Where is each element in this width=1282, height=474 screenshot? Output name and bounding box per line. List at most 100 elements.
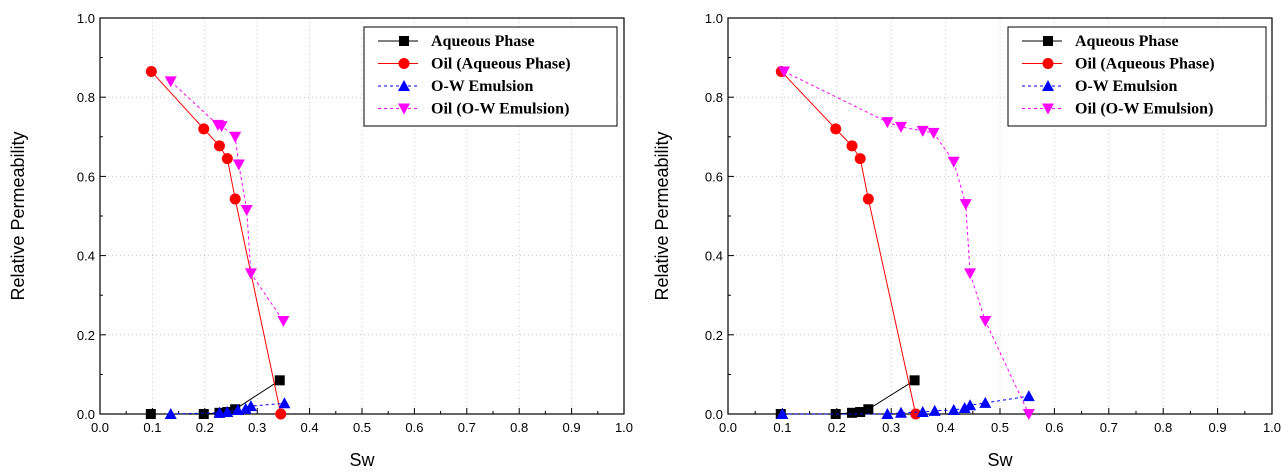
data-point <box>894 406 907 418</box>
data-point <box>947 156 960 168</box>
y-tick-label: 0.2 <box>77 328 95 343</box>
x-tick-label: 0.9 <box>1209 420 1227 435</box>
data-point <box>274 375 285 386</box>
series-line <box>150 71 282 415</box>
x-tick-label: 0.1 <box>143 420 161 435</box>
data-point <box>959 199 972 211</box>
data-point <box>278 397 291 409</box>
data-point <box>964 399 977 411</box>
legend-marker <box>1043 36 1053 46</box>
legend-marker <box>1042 103 1054 115</box>
data-point <box>229 131 242 143</box>
data-point <box>776 408 789 419</box>
y-tick-label: 1.0 <box>77 11 95 26</box>
data-point <box>164 408 177 419</box>
data-point <box>846 140 858 152</box>
y-tick-label: 0.4 <box>705 249 723 264</box>
x-tick-label: 0.3 <box>248 420 266 435</box>
data-point <box>239 402 252 414</box>
data-point <box>881 117 894 129</box>
y-axis-title: Relative Permeability <box>8 131 28 300</box>
series-line <box>170 80 284 322</box>
legend-marker <box>1042 80 1054 91</box>
data-point <box>229 193 241 205</box>
y-tick-label: 0.0 <box>705 407 723 422</box>
x-axis-title: Sw <box>349 450 375 470</box>
series-2 <box>775 65 922 420</box>
x-tick-label: 0.2 <box>196 420 214 435</box>
x-tick-label: 0.4 <box>301 420 319 435</box>
data-point <box>778 66 791 78</box>
y-axis-title: Relative Permeability <box>652 131 672 300</box>
chart-panel-2: 0.0 0.1 0.2 0.3 0.4 0.5 0.6 0.7 0.8 0.9 1.0 0.0 0.2 0… <box>652 11 1281 470</box>
data-point <box>240 205 253 217</box>
y-tick-label: 0.8 <box>705 90 723 105</box>
y-tick-label: 0.0 <box>77 407 95 422</box>
data-point <box>232 159 245 171</box>
x-tick-label: 1.0 <box>615 420 633 435</box>
x-tick-label: 0.6 <box>405 420 423 435</box>
data-point <box>198 123 210 135</box>
x-tick-label: 0.3 <box>882 420 900 435</box>
data-point <box>964 268 977 280</box>
x-tick-label: 0.9 <box>563 420 581 435</box>
data-point <box>881 408 894 419</box>
data-point <box>213 140 225 152</box>
legend-label: O-W Emulsion <box>1075 78 1178 95</box>
data-point <box>145 409 156 419</box>
data-point <box>145 65 157 77</box>
data-point <box>1022 409 1035 420</box>
chart-panel-1: 0.0 0.1 0.2 0.3 0.4 0.5 0.6 0.7 0.8 0.9 1.0 0.0 0.2 0… <box>8 11 633 470</box>
data-point <box>847 407 858 418</box>
y-tick-label: 0.4 <box>77 249 95 264</box>
x-tick-label: 0.7 <box>1100 420 1118 435</box>
series-line <box>780 71 917 415</box>
data-point <box>916 125 929 137</box>
y-tick-label: 0.2 <box>705 328 723 343</box>
legend-marker <box>399 36 409 46</box>
data-point <box>863 404 874 415</box>
legend-label: Oil (Aqueous Phase) <box>1075 56 1215 73</box>
y-tick-label: 0.6 <box>705 169 723 184</box>
data-point <box>909 375 920 386</box>
data-point <box>854 153 866 165</box>
x-tick-label: 0.8 <box>510 420 528 435</box>
data-point <box>947 404 960 416</box>
x-tick-label: 0.5 <box>991 420 1009 435</box>
data-point <box>979 396 992 408</box>
legend-label: O-W Emulsion <box>431 78 534 95</box>
data-point <box>275 408 287 420</box>
data-point <box>927 127 940 139</box>
series-line <box>783 71 1030 415</box>
data-point <box>244 400 257 412</box>
y-tick-label: 0.6 <box>77 169 95 184</box>
legend-label: Oil (O-W Emulsion) <box>1075 101 1213 118</box>
x-tick-label: 0.6 <box>1045 420 1063 435</box>
x-tick-label: 0.0 <box>719 420 737 435</box>
x-tick-label: 0.2 <box>828 420 846 435</box>
legend-label: Oil (O-W Emulsion) <box>431 101 569 118</box>
legend: Aqueous Phase Oil (Aqueous Phase) O-W Emul… <box>1007 26 1267 127</box>
data-point <box>1022 390 1035 402</box>
data-point <box>164 76 177 88</box>
x-tick-label: 0.4 <box>937 420 955 435</box>
series-4 <box>164 76 290 327</box>
series-3 <box>164 397 291 419</box>
data-point <box>916 406 929 418</box>
x-tick-label: 0.5 <box>353 420 371 435</box>
x-tick-label: 0.8 <box>1154 420 1172 435</box>
data-point <box>830 123 842 135</box>
data-point <box>221 406 234 418</box>
legend-label: Aqueous Phase <box>431 33 535 50</box>
legend-label: Aqueous Phase <box>1075 33 1179 50</box>
series-2 <box>145 65 287 420</box>
data-point <box>928 404 941 416</box>
data-point <box>277 315 290 327</box>
series-3 <box>776 390 1035 419</box>
data-point <box>979 315 992 327</box>
x-tick-label: 0.0 <box>91 420 109 435</box>
x-tick-label: 1.0 <box>1263 420 1281 435</box>
legend-marker <box>398 103 410 115</box>
x-tick-label: 0.7 <box>458 420 476 435</box>
